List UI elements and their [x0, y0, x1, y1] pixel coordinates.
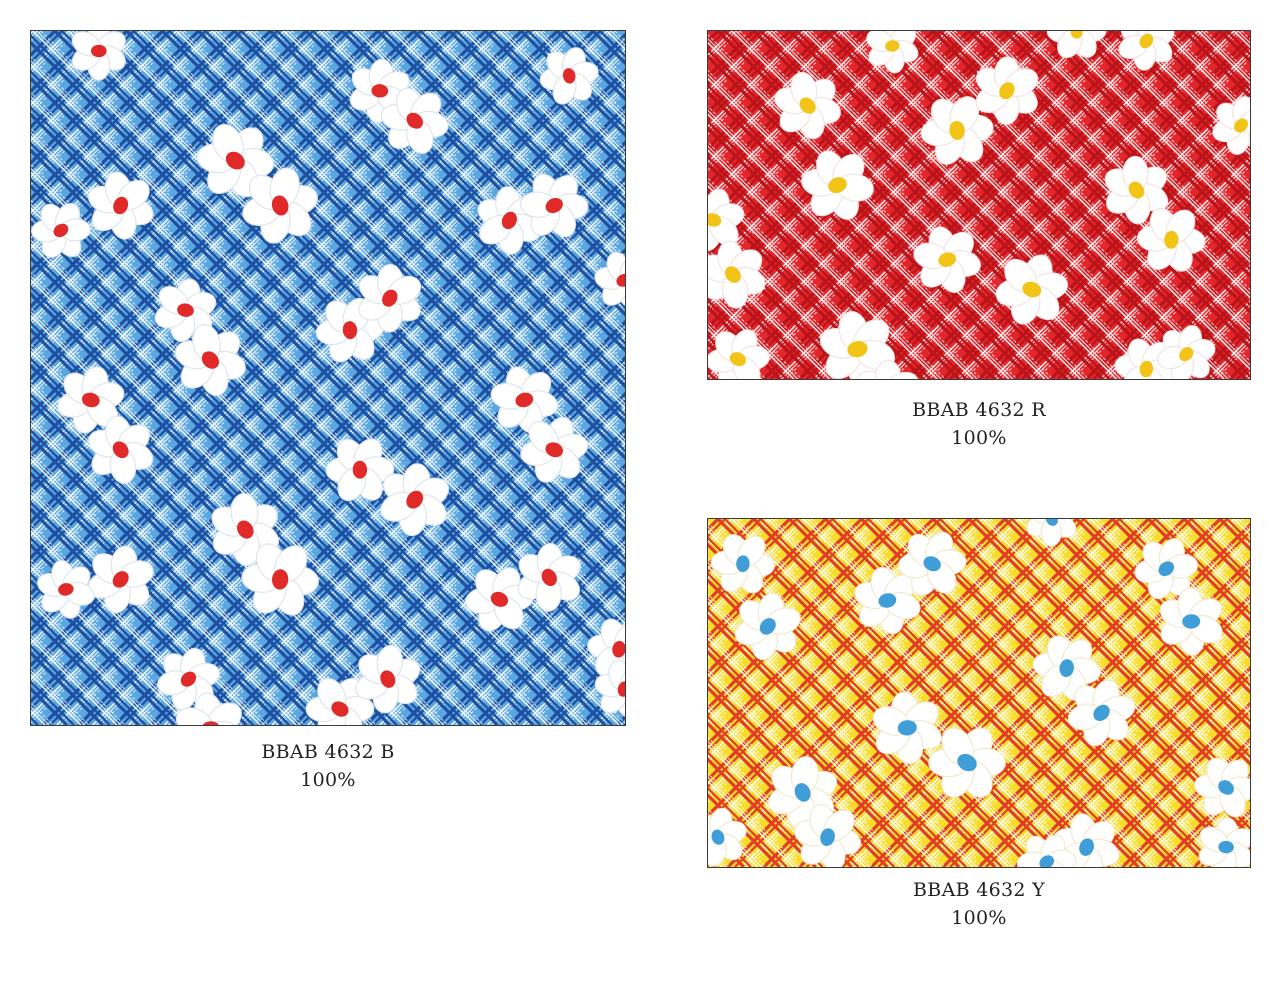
- fabric-pattern-blue: [31, 31, 625, 725]
- swatch-scale-red: 100%: [951, 427, 1007, 449]
- swatch-scale-yellow: 100%: [951, 907, 1007, 929]
- swatch-scale-blue: 100%: [300, 769, 356, 791]
- swatch-caption-blue: BBAB 4632 B 100%: [30, 738, 626, 794]
- fabric-swatch-red: [707, 30, 1251, 380]
- fabric-pattern-red: [708, 31, 1250, 379]
- fabric-swatch-yellow: [707, 518, 1251, 868]
- fabric-pattern-yellow: [708, 519, 1250, 867]
- swatch-code-yellow: BBAB 4632 Y: [913, 879, 1045, 901]
- swatch-caption-yellow: BBAB 4632 Y 100%: [707, 876, 1251, 932]
- swatch-code-red: BBAB 4632 R: [912, 399, 1046, 421]
- swatch-caption-red: BBAB 4632 R 100%: [707, 396, 1251, 452]
- fabric-swatch-blue: [30, 30, 626, 726]
- swatch-code-blue: BBAB 4632 B: [261, 741, 395, 763]
